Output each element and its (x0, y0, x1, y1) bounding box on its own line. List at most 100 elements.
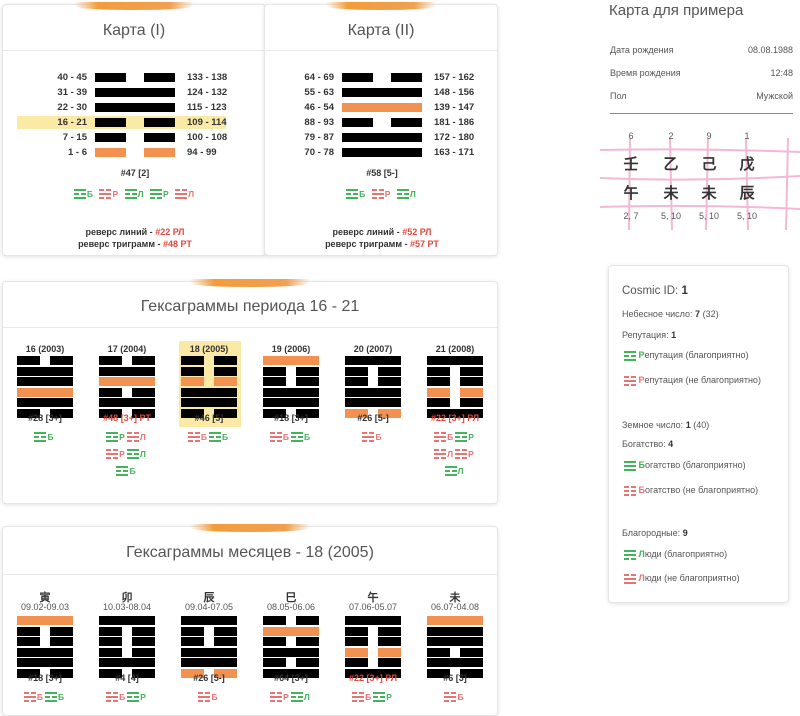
month-hex-number[interactable]: #6 [3] (443, 673, 467, 683)
hexagram-line (427, 658, 483, 667)
period-hex-number[interactable]: #22 [3+] РЛ (430, 413, 480, 423)
heaven-number: Небесное число: 7 (32) (622, 309, 719, 319)
earth-extra: (40) (693, 420, 710, 430)
brush-decoration (190, 524, 310, 532)
card-title: Карта (I) (3, 5, 265, 51)
trigram-label: Р (112, 188, 119, 199)
hexagram-line (342, 133, 422, 142)
trigram-label: Л (139, 431, 146, 442)
hexagram-line (263, 616, 319, 625)
hexagram-line (95, 133, 175, 142)
month-hex-number[interactable]: #64 [3+] (274, 673, 308, 683)
age-range-right: 172 - 180 (434, 132, 475, 143)
trigram-label: Б (119, 691, 126, 702)
hexagram-line (99, 668, 155, 678)
month-dates: 07.06-05.07 (348, 602, 398, 612)
age-range-right: 181 - 186 (434, 117, 475, 128)
month-hex-number[interactable]: #26 [5-] (193, 673, 225, 683)
age-range-left: 64 - 69 (304, 72, 334, 83)
birth-date-value: 08.08.1988 (747, 45, 793, 55)
hexagram-line (427, 356, 483, 365)
trigram-label: Б (282, 431, 289, 442)
period-hex-number[interactable]: #48 [3+] РТ (103, 413, 151, 423)
pillar-bottom-number: 2, 7 (623, 211, 639, 221)
reverse-trigrams-link[interactable]: #57 РТ (410, 239, 439, 249)
hexagram-line (17, 616, 73, 625)
pillar-top-number: 2 (668, 131, 674, 141)
hexagram-line (17, 408, 73, 418)
bazi-grid-lines (600, 137, 800, 231)
hexagram-line (17, 647, 73, 657)
month-branch: 辰 (203, 592, 215, 604)
trigram-label: Б (211, 691, 218, 702)
hexagram-line (99, 637, 155, 646)
period-year: 16 (2003) (25, 344, 65, 354)
month-dates: 08.05-06.06 (266, 602, 316, 612)
trigram-icon (352, 691, 365, 702)
trigram-label: Р (384, 188, 391, 199)
hexagram-line (342, 118, 422, 127)
reputation-letter: Р (638, 375, 645, 385)
heavenly-stem: 壬 (623, 156, 639, 173)
trigram-label: Р (468, 431, 474, 442)
month-hex-number[interactable]: #4 [4] (115, 673, 139, 683)
trigram-icon (126, 431, 139, 442)
karta-2-card: Карта (II) 64 - 69 157 - 162 55 - 63 148 - … (264, 2, 498, 256)
reputation-bad-text: епутация (не благоприятно) (644, 375, 761, 385)
month-hex-number[interactable]: #22 [3+] РЛ (348, 673, 398, 683)
trigram-icon (127, 691, 140, 702)
reverse-lines-link[interactable]: #22 РЛ (155, 227, 185, 237)
trigram-markers: Л (415, 462, 495, 480)
reverse-lines-label: реверс линий - (332, 227, 400, 237)
age-range-right: 115 - 123 (187, 102, 227, 113)
trigram-icon (371, 188, 384, 199)
cosmic-id-label: Cosmic ID: (622, 285, 679, 297)
divider (610, 113, 793, 114)
hexagram-line (181, 626, 237, 636)
wealth-label: Богатство: (622, 439, 666, 449)
trigram-label: Б (359, 188, 366, 199)
trigram-icon (624, 375, 636, 386)
reverse-trigrams: реверс триграмм - #48 РТ (3, 239, 267, 249)
hexagram-line (427, 637, 483, 646)
trigram-label: Б (86, 188, 93, 199)
reverse-trigrams-link[interactable]: #48 РТ (163, 239, 192, 249)
month-hex-number[interactable]: #18 [3+] (28, 673, 62, 683)
age-range-left: 16 - 21 (57, 117, 87, 128)
heaven-extra: (32) (702, 309, 719, 319)
age-range-left: 1 - 6 (67, 147, 87, 158)
period-hex-number[interactable]: #26 [5-] (357, 413, 389, 423)
hexagram-line (95, 73, 175, 82)
reverse-lines-link[interactable]: #52 РЛ (402, 227, 432, 237)
age-range-left: 55 - 63 (304, 87, 334, 98)
hexagram-line (17, 658, 73, 667)
brush-decoration (326, 2, 436, 10)
trigram-label: Л (457, 465, 464, 476)
hexagram-line (95, 118, 175, 127)
hexagram-line (181, 616, 237, 625)
earthly-branch: 辰 (739, 185, 755, 202)
wealth-letter: Б (638, 460, 645, 470)
trigram-icon (624, 350, 636, 361)
period-hex-number[interactable]: #28 [3+] (28, 413, 62, 423)
hexagram-line (95, 88, 175, 97)
cosmic-id-value: 1 (681, 285, 688, 297)
hexagram-line (17, 377, 73, 386)
reputation-good-text: епутация (благоприятно) (644, 350, 749, 360)
period-hex-number[interactable]: #18 [3+] (274, 413, 308, 423)
hexagram-line (345, 626, 401, 636)
hexagram-line (99, 377, 155, 386)
month-branch: 巳 (285, 592, 297, 604)
period-hex-number[interactable]: #46 [5] (194, 413, 224, 423)
earth-value: 1 (685, 420, 691, 430)
hexagram-line (427, 616, 483, 625)
trigram-label: Л (303, 691, 310, 702)
period-year: 18 (2005) (189, 344, 229, 354)
example-title: Карта для примера (609, 2, 744, 19)
hexagram-line (345, 387, 401, 397)
example-panel: Карта для примера Дата рождения 08.08.198… (600, 0, 800, 240)
month-dates: 09.04-07.05 (184, 602, 234, 612)
